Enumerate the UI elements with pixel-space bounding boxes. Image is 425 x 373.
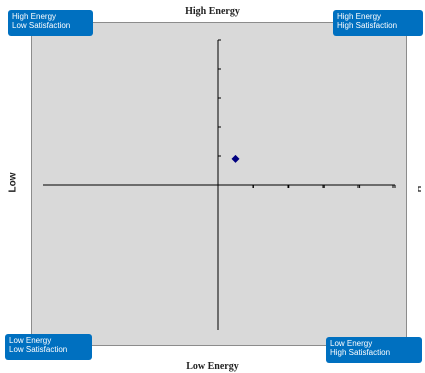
quadrant-label-bottom-left: Low Energy Low Satisfaction xyxy=(5,334,92,360)
quadrant-label-line: Low Energy xyxy=(330,339,373,348)
quadrant-label-line: Low Satisfaction xyxy=(12,21,71,30)
data-point xyxy=(231,154,240,163)
right-axis-label-text: H xyxy=(418,186,422,193)
quadrant-label-top-left: High Energy Low Satisfaction xyxy=(8,10,93,36)
quadrant-label-line: High Satisfaction xyxy=(337,21,398,30)
x-axis-label: Low Energy xyxy=(186,361,239,372)
quadrant-label-top-right: High Energy High Satisfaction xyxy=(333,10,423,36)
quadrant-label-line: Low Satisfaction xyxy=(9,345,68,354)
right-axis-label: H xyxy=(418,180,425,200)
chart-title: High Energy xyxy=(185,6,240,17)
y-axis-label: Low xyxy=(3,165,23,205)
quadrant-label-line: High Energy xyxy=(12,12,57,21)
y-axis-label-text: Low xyxy=(7,172,19,193)
quadrant-label-line: High Satisfaction xyxy=(330,348,391,357)
quadrant-label-bottom-right: Low Energy High Satisfaction xyxy=(326,337,422,363)
plot-area xyxy=(31,22,407,346)
quadrant-label-line: Low Energy xyxy=(9,336,52,345)
quadrant-label-line: High Energy xyxy=(337,12,382,21)
